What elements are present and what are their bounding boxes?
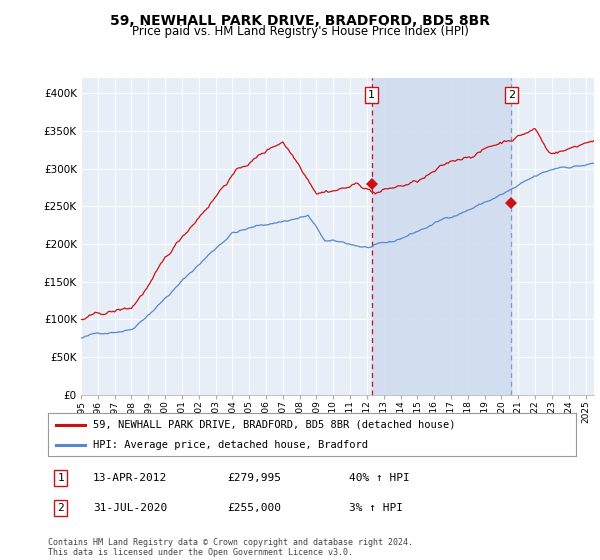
Text: 13-APR-2012: 13-APR-2012 xyxy=(93,473,167,483)
Text: £255,000: £255,000 xyxy=(227,503,281,513)
Bar xyxy=(371,78,511,395)
Text: 3% ↑ HPI: 3% ↑ HPI xyxy=(349,503,403,513)
Text: 1: 1 xyxy=(58,473,64,483)
Text: Price paid vs. HM Land Registry's House Price Index (HPI): Price paid vs. HM Land Registry's House … xyxy=(131,25,469,38)
Text: HPI: Average price, detached house, Bradford: HPI: Average price, detached house, Brad… xyxy=(93,440,368,450)
Text: 59, NEWHALL PARK DRIVE, BRADFORD, BD5 8BR: 59, NEWHALL PARK DRIVE, BRADFORD, BD5 8B… xyxy=(110,14,490,28)
Text: 1: 1 xyxy=(368,90,375,100)
Text: 2: 2 xyxy=(508,90,515,100)
Text: 31-JUL-2020: 31-JUL-2020 xyxy=(93,503,167,513)
Text: £279,995: £279,995 xyxy=(227,473,281,483)
Text: 40% ↑ HPI: 40% ↑ HPI xyxy=(349,473,410,483)
Text: Contains HM Land Registry data © Crown copyright and database right 2024.
This d: Contains HM Land Registry data © Crown c… xyxy=(48,538,413,557)
Text: 59, NEWHALL PARK DRIVE, BRADFORD, BD5 8BR (detached house): 59, NEWHALL PARK DRIVE, BRADFORD, BD5 8B… xyxy=(93,419,455,430)
Text: 2: 2 xyxy=(58,503,64,513)
